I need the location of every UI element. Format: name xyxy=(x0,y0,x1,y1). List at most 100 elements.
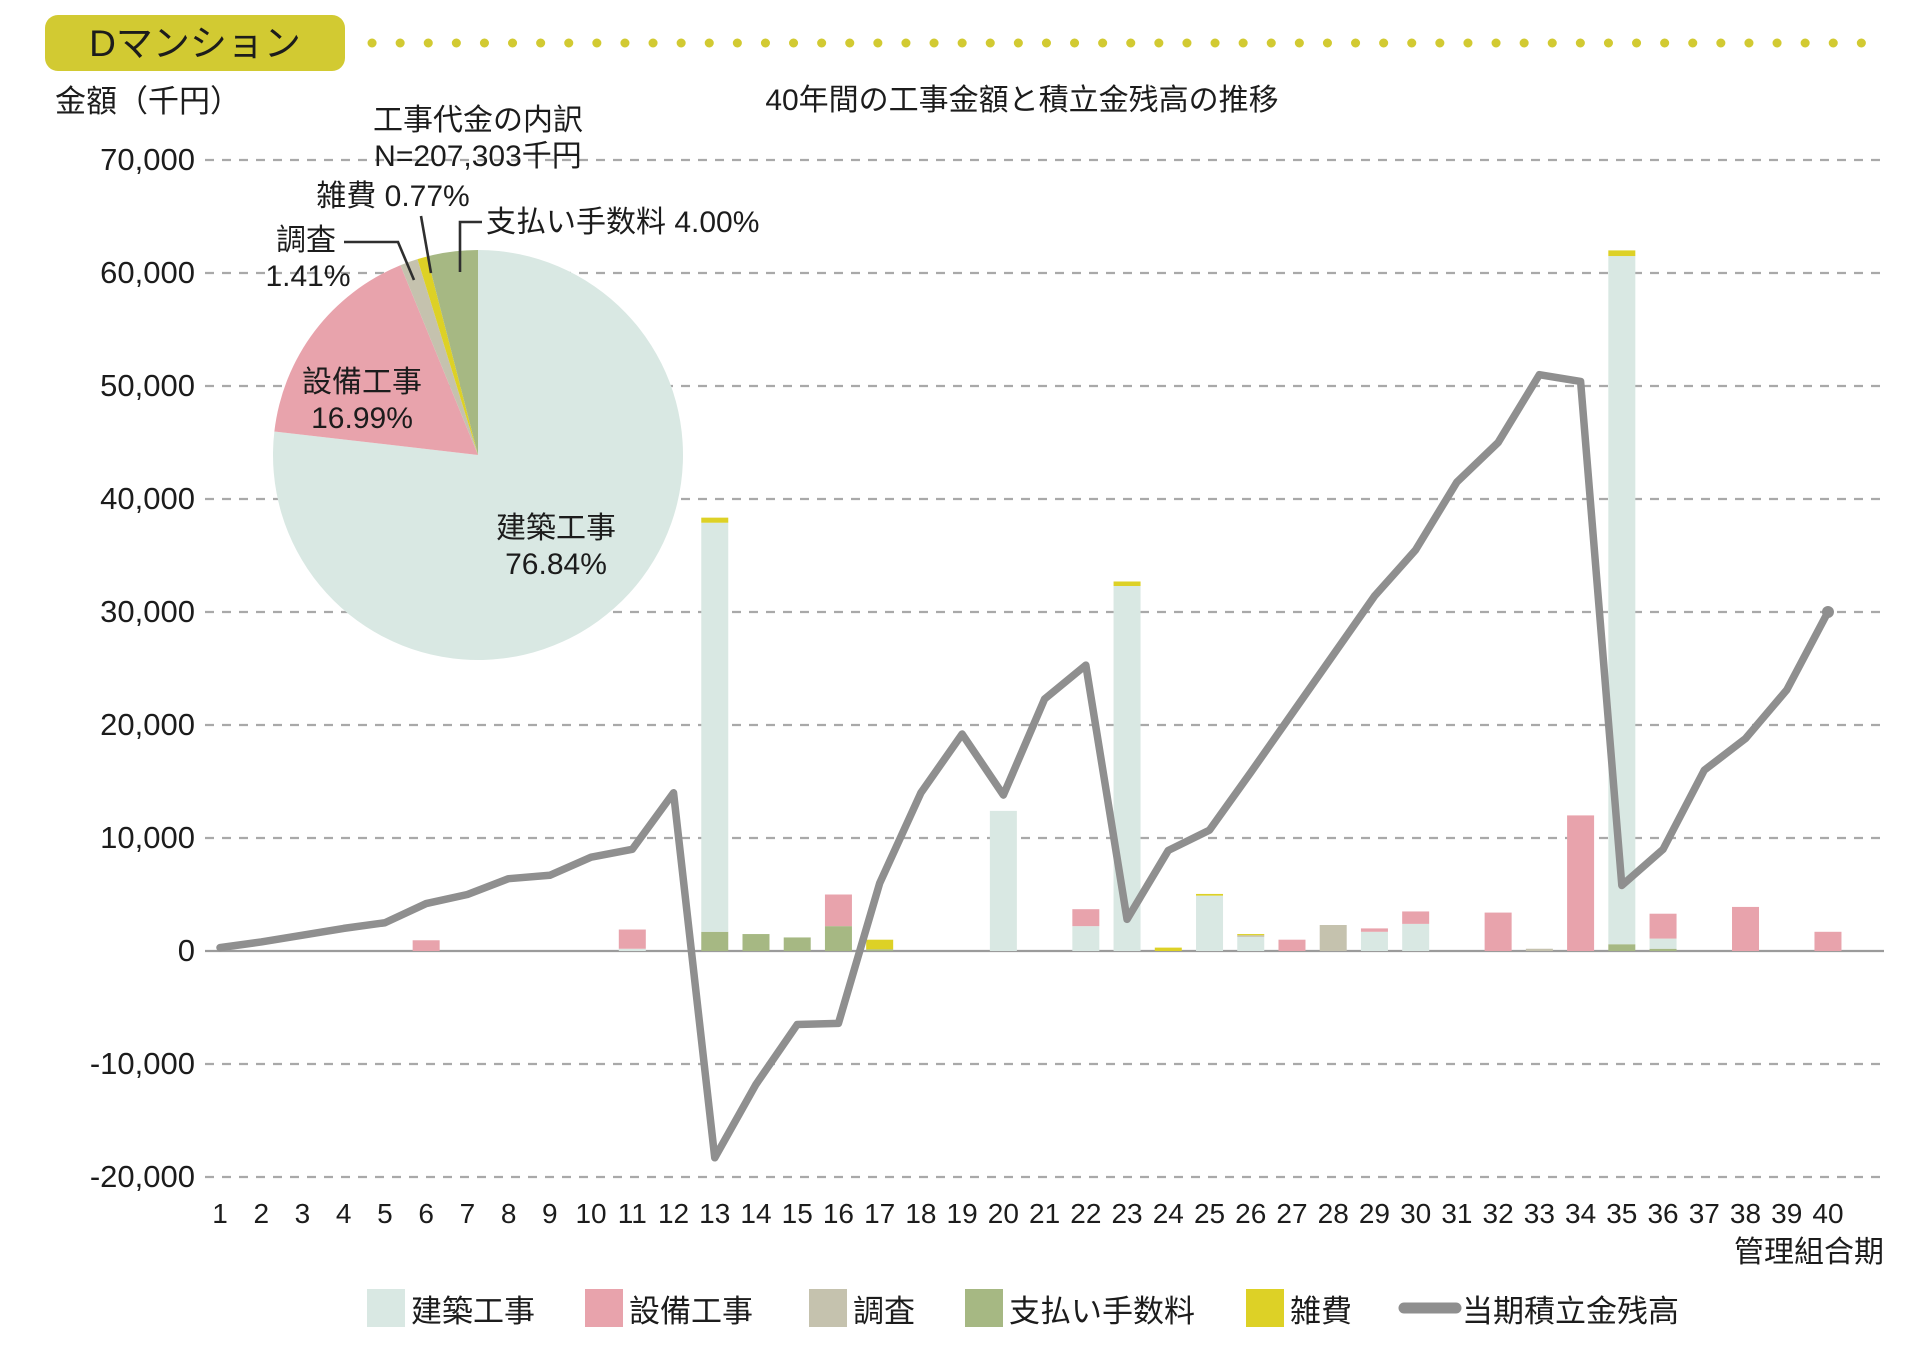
x-tick-label: 26 xyxy=(1235,1198,1266,1229)
legend: 建築工事 設備工事 調査 支払い手数料 雑費 当期積立金残高 xyxy=(367,1289,1679,1329)
x-tick-label: 35 xyxy=(1606,1198,1637,1229)
x-tick-label: 13 xyxy=(699,1198,730,1229)
bar-segment xyxy=(1072,926,1100,951)
bar-segment xyxy=(1608,256,1636,945)
x-tick-label: 17 xyxy=(864,1198,895,1229)
bar-segment xyxy=(1113,586,1141,951)
bar-segment xyxy=(701,517,729,523)
bar-segment xyxy=(1608,944,1636,951)
x-tick-label: 38 xyxy=(1730,1198,1761,1229)
bar-segment xyxy=(1567,815,1595,951)
x-tick-label: 10 xyxy=(575,1198,606,1229)
x-tick-label: 37 xyxy=(1689,1198,1720,1229)
y-axis-unit-label: 金額（千円） xyxy=(55,84,241,119)
y-tick-label: -10,000 xyxy=(90,1046,195,1081)
x-tick-label: 14 xyxy=(740,1198,771,1229)
pie-label-建築工事: 建築工事 xyxy=(496,512,616,545)
y-tick-label: 30,000 xyxy=(100,594,195,629)
bar-segment xyxy=(1237,935,1265,937)
x-tick-label: 29 xyxy=(1359,1198,1390,1229)
bar-segment xyxy=(1649,948,1677,951)
x-tick-label: 21 xyxy=(1029,1198,1060,1229)
pie-label-調査: 調査 xyxy=(276,224,336,257)
x-tick-label: 11 xyxy=(618,1198,647,1229)
header: Dマンション xyxy=(45,15,1889,71)
x-tick-labels-layer: 1 2 3 4 5 6 7 8 9 10 11 12 13 14 15 16 17 18 19 20 21 22 23 24 2… xyxy=(212,1198,1843,1229)
legend-label: 雑費 xyxy=(1290,1294,1352,1329)
y-tick-label: 60,000 xyxy=(100,255,195,290)
bar-segment xyxy=(866,939,894,950)
legend-label: 建築工事 xyxy=(411,1294,535,1329)
pie-label-調査-value: 1.41% xyxy=(265,260,350,293)
x-tick-label: 15 xyxy=(782,1198,813,1229)
legend-item-建築工事: 建築工事 xyxy=(367,1289,535,1329)
legend-item-調査: 調査 xyxy=(809,1289,915,1329)
chart-title: 40年間の工事金額と積立金残高の推移 xyxy=(765,84,1278,117)
x-tick-label: 3 xyxy=(295,1198,311,1229)
y-tick-label: 70,000 xyxy=(100,142,195,177)
y-tick-label: 0 xyxy=(178,933,195,968)
y-tick-label: -20,000 xyxy=(90,1159,195,1194)
y-tick-label: 40,000 xyxy=(100,481,195,516)
x-tick-label: 40 xyxy=(1812,1198,1843,1229)
pie-slice-雑費 xyxy=(417,256,478,455)
y-tick-label: 50,000 xyxy=(100,368,195,403)
x-axis-label: 管理組合期 xyxy=(1734,1236,1884,1269)
x-tick-label: 36 xyxy=(1647,1198,1678,1229)
x-tick-label: 34 xyxy=(1565,1198,1596,1229)
legend-label: 設備工事 xyxy=(629,1294,753,1329)
x-tick-label: 7 xyxy=(460,1198,476,1229)
pie-leader-調査 xyxy=(344,240,416,281)
x-tick-label: 24 xyxy=(1153,1198,1184,1229)
bar-segment xyxy=(1237,934,1265,936)
bar-segment xyxy=(866,949,894,951)
bar-segment xyxy=(824,894,852,927)
bar-segment xyxy=(1649,913,1677,939)
y-tick-labels-layer: 70,000 60,000 50,000 40,000 30,000 20,000 10,0… xyxy=(90,142,195,1194)
gridlines-layer xyxy=(205,158,1884,1179)
bar-segment xyxy=(742,934,770,951)
x-tick-label: 27 xyxy=(1276,1198,1307,1229)
pie-label-雑費: 雑費 0.77% xyxy=(316,180,469,213)
x-tick-label: 19 xyxy=(947,1198,978,1229)
x-tick-label: 28 xyxy=(1318,1198,1349,1229)
pie-slice-設備工事 xyxy=(274,265,478,455)
bar-segment xyxy=(989,810,1017,951)
balance-line-end-dot xyxy=(1821,606,1834,618)
pie-label-設備工事-value: 16.99% xyxy=(311,402,413,435)
bar-segment xyxy=(1360,928,1388,932)
legend-swatch-調査 xyxy=(809,1289,847,1327)
bar-segment xyxy=(701,522,729,932)
x-tick-label: 39 xyxy=(1771,1198,1802,1229)
legend-item-設備工事: 設備工事 xyxy=(585,1289,753,1329)
page-title: Dマンション xyxy=(89,23,301,64)
x-tick-label: 23 xyxy=(1111,1198,1142,1229)
bar-segment xyxy=(701,931,729,951)
pie-slice-建築工事 xyxy=(273,250,684,660)
pie-title: 工事代金の内訳 xyxy=(373,104,583,137)
pie-label-支払い手数料: 支払い手数料 4.00% xyxy=(486,206,759,239)
y-tick-label: 20,000 xyxy=(100,707,195,742)
balance-line xyxy=(216,370,1832,1162)
legend-label: 調査 xyxy=(853,1294,915,1329)
bar-segment xyxy=(1196,895,1224,951)
bar-segment xyxy=(618,948,646,951)
bar-segment xyxy=(1525,948,1553,951)
bar-segment xyxy=(1608,250,1636,257)
bar-segment xyxy=(783,937,811,951)
x-tick-label: 20 xyxy=(988,1198,1019,1229)
badge-background xyxy=(45,15,345,71)
bar-segment xyxy=(1319,925,1347,951)
pie-leader-雑費 xyxy=(419,215,433,274)
x-tick-label: 16 xyxy=(823,1198,854,1229)
legend-swatch-設備工事 xyxy=(585,1289,623,1327)
pie-slice-支払い手数料 xyxy=(427,250,478,455)
y-tick-label: 10,000 xyxy=(100,820,195,855)
bar-segment xyxy=(1649,938,1677,949)
legend-swatch-支払い手数料 xyxy=(965,1289,1003,1327)
pie-slice-調査 xyxy=(400,259,478,455)
x-tick-label: 18 xyxy=(905,1198,936,1229)
